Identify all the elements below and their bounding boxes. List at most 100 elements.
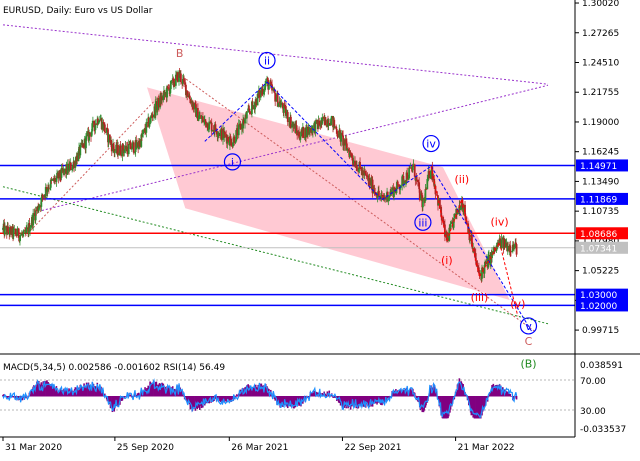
macd-bar: [361, 396, 363, 407]
candle-body: [10, 228, 13, 235]
candle-body: [345, 143, 348, 151]
level-layer: [0, 164, 575, 307]
candle-body: [170, 80, 173, 82]
candle-body: [510, 251, 512, 253]
candle-body: [30, 225, 33, 228]
macd-bar: [442, 396, 444, 419]
candle-body: [314, 121, 317, 134]
macd-bar: [70, 389, 73, 397]
wave-label: iii: [418, 216, 427, 229]
price-tick-label: 1.24510: [582, 58, 619, 68]
macd-bar: [112, 396, 114, 411]
candle-body: [293, 123, 295, 127]
price-level-tag: [576, 227, 628, 240]
candle-body: [452, 218, 455, 228]
macd-bar: [419, 396, 422, 411]
wave-label-circle: [414, 213, 432, 231]
candle-body: [244, 118, 246, 124]
wave-label: B: [176, 47, 184, 60]
candle-body: [175, 74, 178, 76]
candle-body: [90, 131, 93, 137]
chart-title: EURUSD, Daily: Euro vs US Dollar: [3, 6, 153, 16]
candle-layer: [2, 68, 518, 283]
macd-bar: [104, 393, 106, 397]
macd-bar: [49, 384, 52, 397]
wave-line: [204, 81, 268, 142]
candle-body: [513, 247, 515, 250]
candle-body: [5, 226, 8, 228]
candle-body: [422, 201, 424, 208]
candle-body: [493, 247, 496, 251]
price-level-label: 1.02000: [580, 302, 617, 312]
candle-body: [296, 130, 299, 136]
candle-body: [402, 176, 405, 185]
candle-body: [42, 196, 45, 198]
macd-bar: [393, 390, 395, 397]
candle-body: [179, 73, 182, 82]
price-tick-label: 1.16245: [582, 148, 619, 158]
candle-body: [330, 118, 333, 126]
candle-body: [338, 129, 341, 138]
candle-body: [247, 108, 250, 113]
candle-body: [195, 108, 198, 117]
candle-body: [267, 85, 270, 90]
price-tick-label: 1.21755: [582, 88, 619, 98]
price-tick-label: 1.30020: [582, 0, 619, 9]
macd-bar: [176, 385, 178, 397]
price-tick-label: 1.13490: [582, 177, 619, 187]
wave-label-circle: [519, 317, 538, 335]
macd-bar: [159, 383, 161, 397]
macd-bar: [368, 396, 371, 407]
macd-bar: [99, 385, 101, 397]
candle-body: [475, 260, 478, 266]
candle-body: [185, 84, 187, 96]
candle-body: [416, 179, 419, 182]
time-tick-label: 26 Mar 2021: [231, 443, 288, 453]
macd-bar: [445, 396, 448, 419]
macd-bar: [185, 396, 188, 401]
candle-body: [19, 236, 21, 242]
candle-body: [129, 141, 132, 149]
macd-bar: [498, 384, 501, 397]
candle-body: [379, 196, 382, 198]
macd-bar: [82, 386, 84, 397]
macd-bar: [229, 396, 231, 401]
candle-body: [16, 228, 19, 236]
candle-body: [176, 72, 179, 82]
candle-body: [35, 210, 38, 212]
candle-body: [279, 101, 282, 107]
candle-body: [149, 116, 152, 123]
price-tick-label: 1.27265: [582, 29, 619, 39]
candle-body: [435, 194, 438, 196]
price-tick-label: 0.99715: [582, 326, 619, 336]
wave-label: i: [231, 156, 234, 169]
macd-bar: [100, 390, 103, 397]
candle-body: [308, 127, 311, 132]
candle-body: [169, 80, 172, 90]
macd-bar: [515, 396, 518, 400]
macd-bar: [398, 389, 401, 397]
candle-body: [33, 213, 36, 215]
candle-body: [91, 121, 94, 124]
candle-body: [9, 227, 11, 235]
macd-bar: [137, 392, 140, 397]
candle-body: [461, 199, 464, 208]
macd-bar: [85, 382, 88, 397]
candle-body: [357, 168, 360, 172]
macd-bar: [151, 383, 154, 397]
candle-body: [346, 148, 349, 151]
macd-bar: [410, 390, 412, 397]
candle-body: [186, 90, 189, 96]
candle-body: [178, 71, 180, 82]
channel-layer: [147, 87, 510, 301]
macd-bar: [219, 396, 222, 402]
macd-bar: [161, 382, 163, 397]
candle-body: [262, 91, 265, 95]
candle-body: [245, 112, 248, 119]
candle-body: [483, 265, 486, 274]
candle-body: [464, 204, 466, 217]
candle-body: [193, 103, 196, 110]
wave-label: (i): [441, 254, 453, 267]
